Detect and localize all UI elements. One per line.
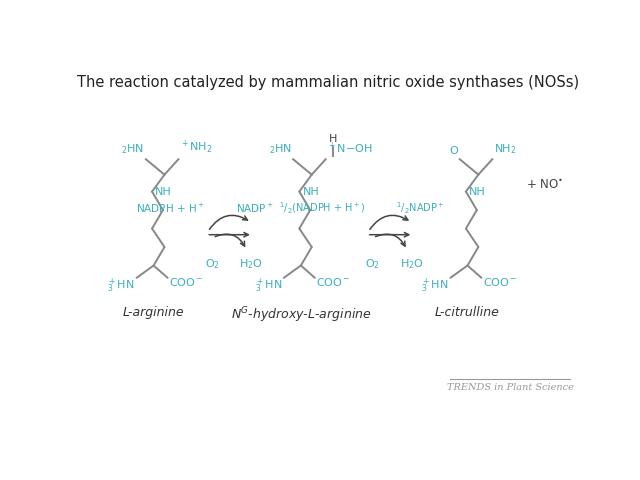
Text: + NO$^{•}$: + NO$^{•}$: [525, 178, 563, 192]
Text: NH: NH: [303, 187, 319, 197]
Text: NH: NH: [155, 187, 172, 197]
Text: $_2$HN: $_2$HN: [122, 143, 145, 156]
Text: $^+_3$HN: $^+_3$HN: [108, 276, 135, 295]
Text: $^+$N$-$OH: $^+$N$-$OH: [327, 141, 373, 156]
Text: $^+$NH$_2$: $^+$NH$_2$: [180, 139, 212, 156]
Text: NADPH + H$^+$: NADPH + H$^+$: [136, 202, 205, 215]
Text: L-arginine: L-arginine: [123, 306, 184, 319]
Text: O: O: [449, 146, 458, 156]
Text: H$_2$O: H$_2$O: [400, 257, 424, 271]
Text: $^1/_2$NADP$^+$: $^1/_2$NADP$^+$: [396, 201, 445, 216]
Text: $^1/_2$(NADPH + H$^+$): $^1/_2$(NADPH + H$^+$): [278, 201, 365, 216]
Text: L-citrulline: L-citrulline: [435, 306, 500, 319]
Text: NH: NH: [469, 187, 486, 197]
Text: TRENDS in Plant Science: TRENDS in Plant Science: [447, 384, 573, 392]
Text: NH$_2$: NH$_2$: [494, 143, 516, 156]
Text: $_2$HN: $_2$HN: [269, 143, 292, 156]
Text: COO$^-$: COO$^-$: [316, 276, 351, 288]
Text: N$^G$-hydroxy-L-arginine: N$^G$-hydroxy-L-arginine: [230, 306, 371, 325]
Text: O$_2$: O$_2$: [365, 257, 380, 271]
Text: COO$^-$: COO$^-$: [483, 276, 518, 288]
Text: O$_2$: O$_2$: [205, 257, 220, 271]
Text: H: H: [329, 134, 338, 144]
Text: $^+_3$HN: $^+_3$HN: [421, 276, 449, 295]
Text: H$_2$O: H$_2$O: [239, 257, 263, 271]
Text: $^+_3$HN: $^+_3$HN: [255, 276, 282, 295]
Text: NADP$^+$: NADP$^+$: [236, 202, 274, 215]
Text: The reaction catalyzed by mammalian nitric oxide synthases (NOSs): The reaction catalyzed by mammalian nitr…: [77, 74, 579, 90]
Text: COO$^-$: COO$^-$: [169, 276, 204, 288]
